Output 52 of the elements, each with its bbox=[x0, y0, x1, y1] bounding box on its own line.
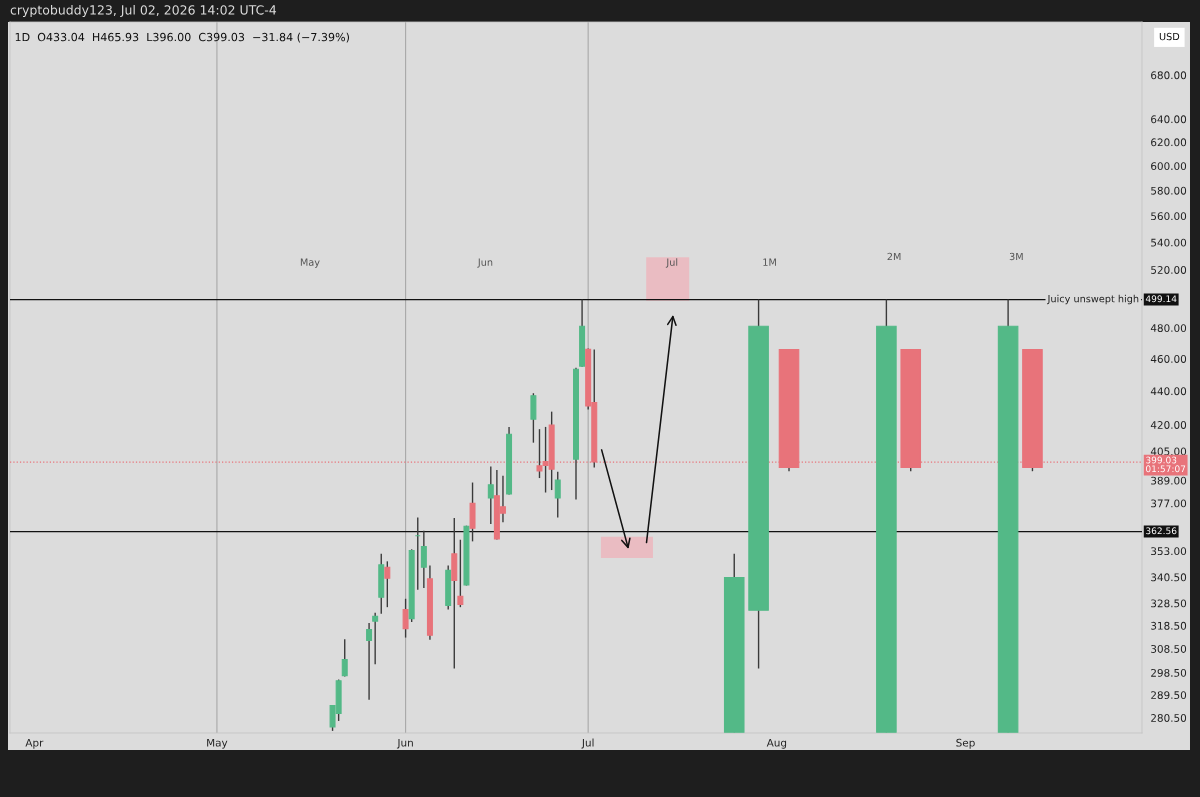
annotation: 1M bbox=[763, 258, 776, 266]
y-tick-label: 580.00 bbox=[1151, 186, 1187, 195]
candlestick bbox=[457, 539, 464, 608]
ref-line-label: 499.14 bbox=[1145, 295, 1177, 303]
y-tick-label: 405.00 bbox=[1150, 447, 1187, 456]
y-tick-label: 340.50 bbox=[1151, 573, 1187, 582]
annotation: 3M bbox=[1009, 252, 1023, 261]
y-tick-label: 600.00 bbox=[1151, 162, 1187, 171]
y-tick-label: 520.00 bbox=[1151, 266, 1187, 274]
annotation: May bbox=[300, 258, 320, 268]
x-tick-label: Jun bbox=[396, 738, 413, 749]
ref-line-label: 362.56 bbox=[1146, 527, 1177, 535]
candlestick bbox=[554, 471, 561, 519]
text: 1D O433.04 H465.93 L396.00 C399.03 −31.84 (−7.39%) bbox=[15, 32, 350, 43]
y-tick-label: 480.00 bbox=[1150, 324, 1187, 333]
x-tick-label: Apr bbox=[25, 738, 44, 749]
y-tick-label: 308.50 bbox=[1151, 645, 1187, 653]
y-tick-label: 440.00 bbox=[1150, 387, 1187, 396]
candlestick bbox=[372, 612, 379, 665]
candlestick bbox=[487, 465, 494, 525]
candlestick bbox=[420, 529, 427, 589]
y-tick-label: 680.00 bbox=[1151, 71, 1187, 80]
ref-line-label: 399.03 01:57:07 bbox=[1145, 456, 1186, 473]
candlestick bbox=[530, 392, 537, 444]
x-tick-label: Sep bbox=[956, 738, 975, 749]
y-tick-label: 460.00 bbox=[1150, 355, 1187, 363]
candlestick bbox=[366, 622, 373, 701]
y-tick-label: 420.00 bbox=[1150, 421, 1187, 429]
y-tick-label: 280.50 bbox=[1151, 714, 1187, 722]
chart-title: cryptobuddy123, Jul 02, 2026 14:02 UTC-4 bbox=[10, 4, 277, 18]
annotation: Jul bbox=[665, 258, 678, 268]
y-tick-label: 298.50 bbox=[1151, 668, 1187, 677]
y-tick-label: 640.00 bbox=[1151, 115, 1187, 124]
candlestick bbox=[402, 598, 409, 639]
candlestick bbox=[341, 638, 348, 678]
candlestick bbox=[384, 560, 391, 608]
y-tick-label: 389.00 bbox=[1151, 476, 1187, 485]
y-tick-label: 318.50 bbox=[1151, 621, 1187, 630]
annotation: Jun bbox=[477, 258, 493, 268]
y-tick-label: 289.50 bbox=[1151, 691, 1187, 700]
x-tick-label: May bbox=[207, 738, 228, 749]
y-tick-label: 620.00 bbox=[1151, 138, 1187, 147]
text: USD bbox=[1159, 32, 1180, 41]
annotation: Juicy unswept high bbox=[1047, 294, 1139, 305]
y-tick-label: 540.00 bbox=[1151, 238, 1187, 247]
x-tick-label: Jul bbox=[581, 738, 594, 749]
annotation: 2M bbox=[887, 252, 901, 261]
y-tick-label: 328.50 bbox=[1151, 599, 1187, 608]
x-tick-label: Aug bbox=[766, 738, 787, 749]
y-tick-label: 377.00 bbox=[1151, 499, 1187, 508]
y-tick-label: 353.00 bbox=[1151, 547, 1187, 556]
y-tick-label: 560.00 bbox=[1151, 212, 1187, 221]
